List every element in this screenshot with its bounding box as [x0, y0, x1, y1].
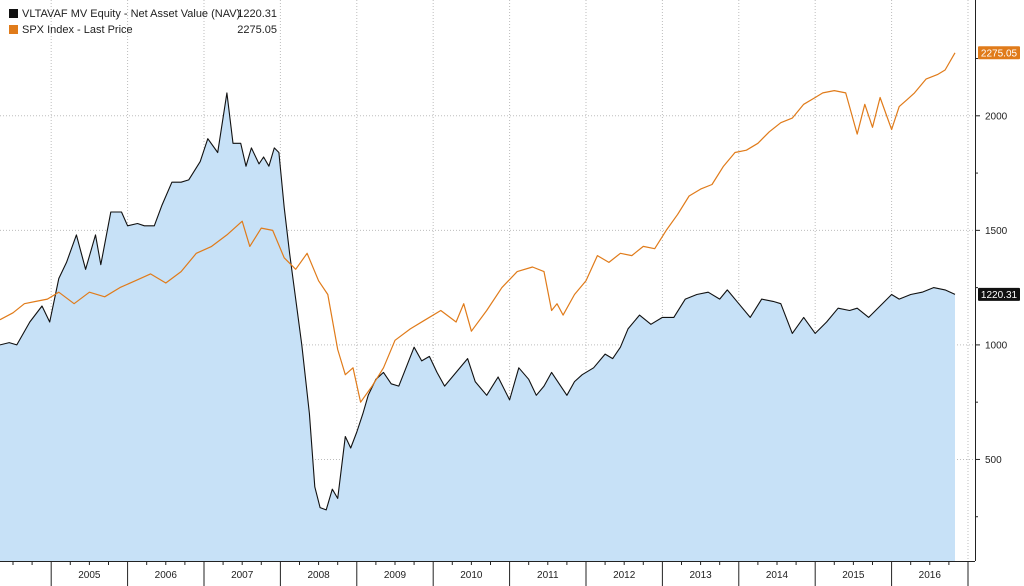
last-value-flag-nav: 1220.31 — [978, 287, 1020, 301]
area-layer — [0, 92, 955, 562]
x-tick-label: 2009 — [384, 570, 407, 581]
x-tick-label: 2013 — [689, 570, 712, 581]
x-tick-label: 2014 — [766, 570, 789, 581]
legend: VLTAVAF MV Equity - Net Asset Value (NAV… — [9, 8, 277, 36]
y-tick-label: 1000 — [985, 340, 1008, 351]
x-tick-label: 2015 — [842, 570, 865, 581]
legend-value-nav: 1220.31 — [237, 8, 277, 20]
y-tick-label: 500 — [985, 455, 1002, 466]
last-value-flag-nav-text: 1220.31 — [981, 290, 1018, 301]
last-value-flag-nav-bg — [978, 287, 1020, 301]
legend-label-nav: VLTAVAF MV Equity - Net Asset Value (NAV… — [22, 8, 240, 20]
legend-swatch-nav — [9, 9, 18, 18]
line-layer — [0, 52, 956, 511]
x-tick-label: 2012 — [613, 570, 636, 581]
nav-series-line — [0, 92, 956, 511]
x-tick-label: 2007 — [231, 570, 254, 581]
last-value-flag-spx: 2275.05 — [978, 46, 1020, 60]
x-tick-label: 2008 — [307, 570, 330, 581]
x-tick-label: 2005 — [78, 570, 101, 581]
legend-label-spx: SPX Index - Last Price — [22, 24, 133, 36]
legend-value-spx: 2275.05 — [237, 24, 277, 36]
spx-series-line — [0, 52, 956, 403]
last-value-flag-spx-bg — [978, 46, 1020, 60]
y-tick-label: 2000 — [985, 111, 1008, 122]
legend-swatch-spx — [9, 25, 18, 34]
nav-area-fill — [0, 92, 955, 562]
x-tick-label: 2016 — [919, 570, 942, 581]
x-tick-label: 2010 — [460, 570, 483, 581]
x-tick-label: 2006 — [155, 570, 178, 581]
x-tick-label: 2011 — [537, 570, 559, 581]
y-tick-label: 1500 — [985, 226, 1008, 237]
last-value-flag-spx-text: 2275.05 — [981, 48, 1018, 59]
